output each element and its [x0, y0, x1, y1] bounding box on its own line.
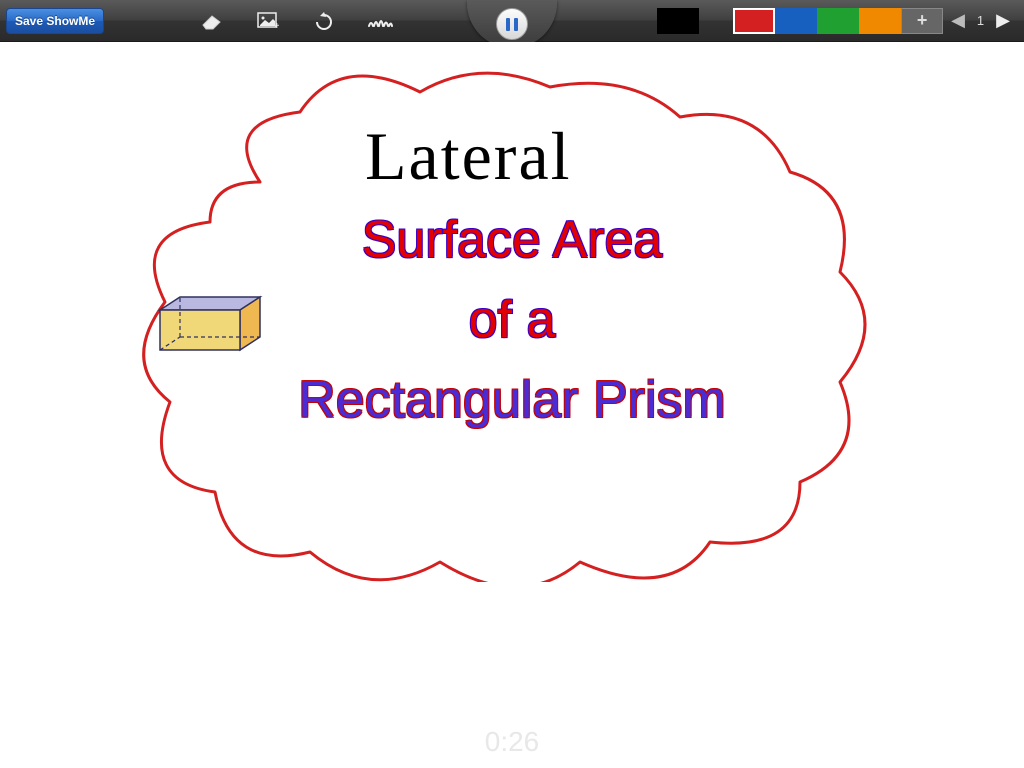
next-page-button[interactable]: ▶ [988, 10, 1018, 31]
right-controls: + ◀ 1 ▶ [657, 8, 1018, 34]
svg-text:+: + [274, 21, 279, 30]
prism-illustration [150, 292, 270, 362]
handwritten-label: Lateral [365, 117, 572, 196]
color-swatch-green[interactable] [817, 8, 859, 34]
color-swatch-blue[interactable] [775, 8, 817, 34]
color-swatch-red[interactable] [733, 8, 775, 34]
undo-icon[interactable] [310, 7, 338, 35]
save-button[interactable]: Save ShowMe [6, 8, 104, 34]
brush-icon[interactable] [366, 7, 394, 35]
title-line-3: Rectangular Prism [0, 370, 1024, 430]
color-swatch-black[interactable] [657, 8, 699, 34]
page-number: 1 [973, 13, 988, 28]
color-swatch-orange[interactable] [859, 8, 901, 34]
toolbar: Save ShowMe + + ◀ 1 ▶ [0, 0, 1024, 42]
timer-display: 0:26 [485, 726, 540, 758]
eraser-icon[interactable] [198, 7, 226, 35]
whiteboard-canvas[interactable]: Lateral Surface Area of a Rectangular Pr… [0, 42, 1024, 768]
prev-page-button[interactable]: ◀ [943, 10, 973, 31]
title-line-1: Surface Area [0, 210, 1024, 270]
add-color-button[interactable]: + [901, 8, 943, 34]
image-icon[interactable]: + [254, 7, 282, 35]
pause-button[interactable] [496, 8, 528, 40]
recording-control [467, 0, 557, 48]
pause-icon [506, 18, 518, 31]
